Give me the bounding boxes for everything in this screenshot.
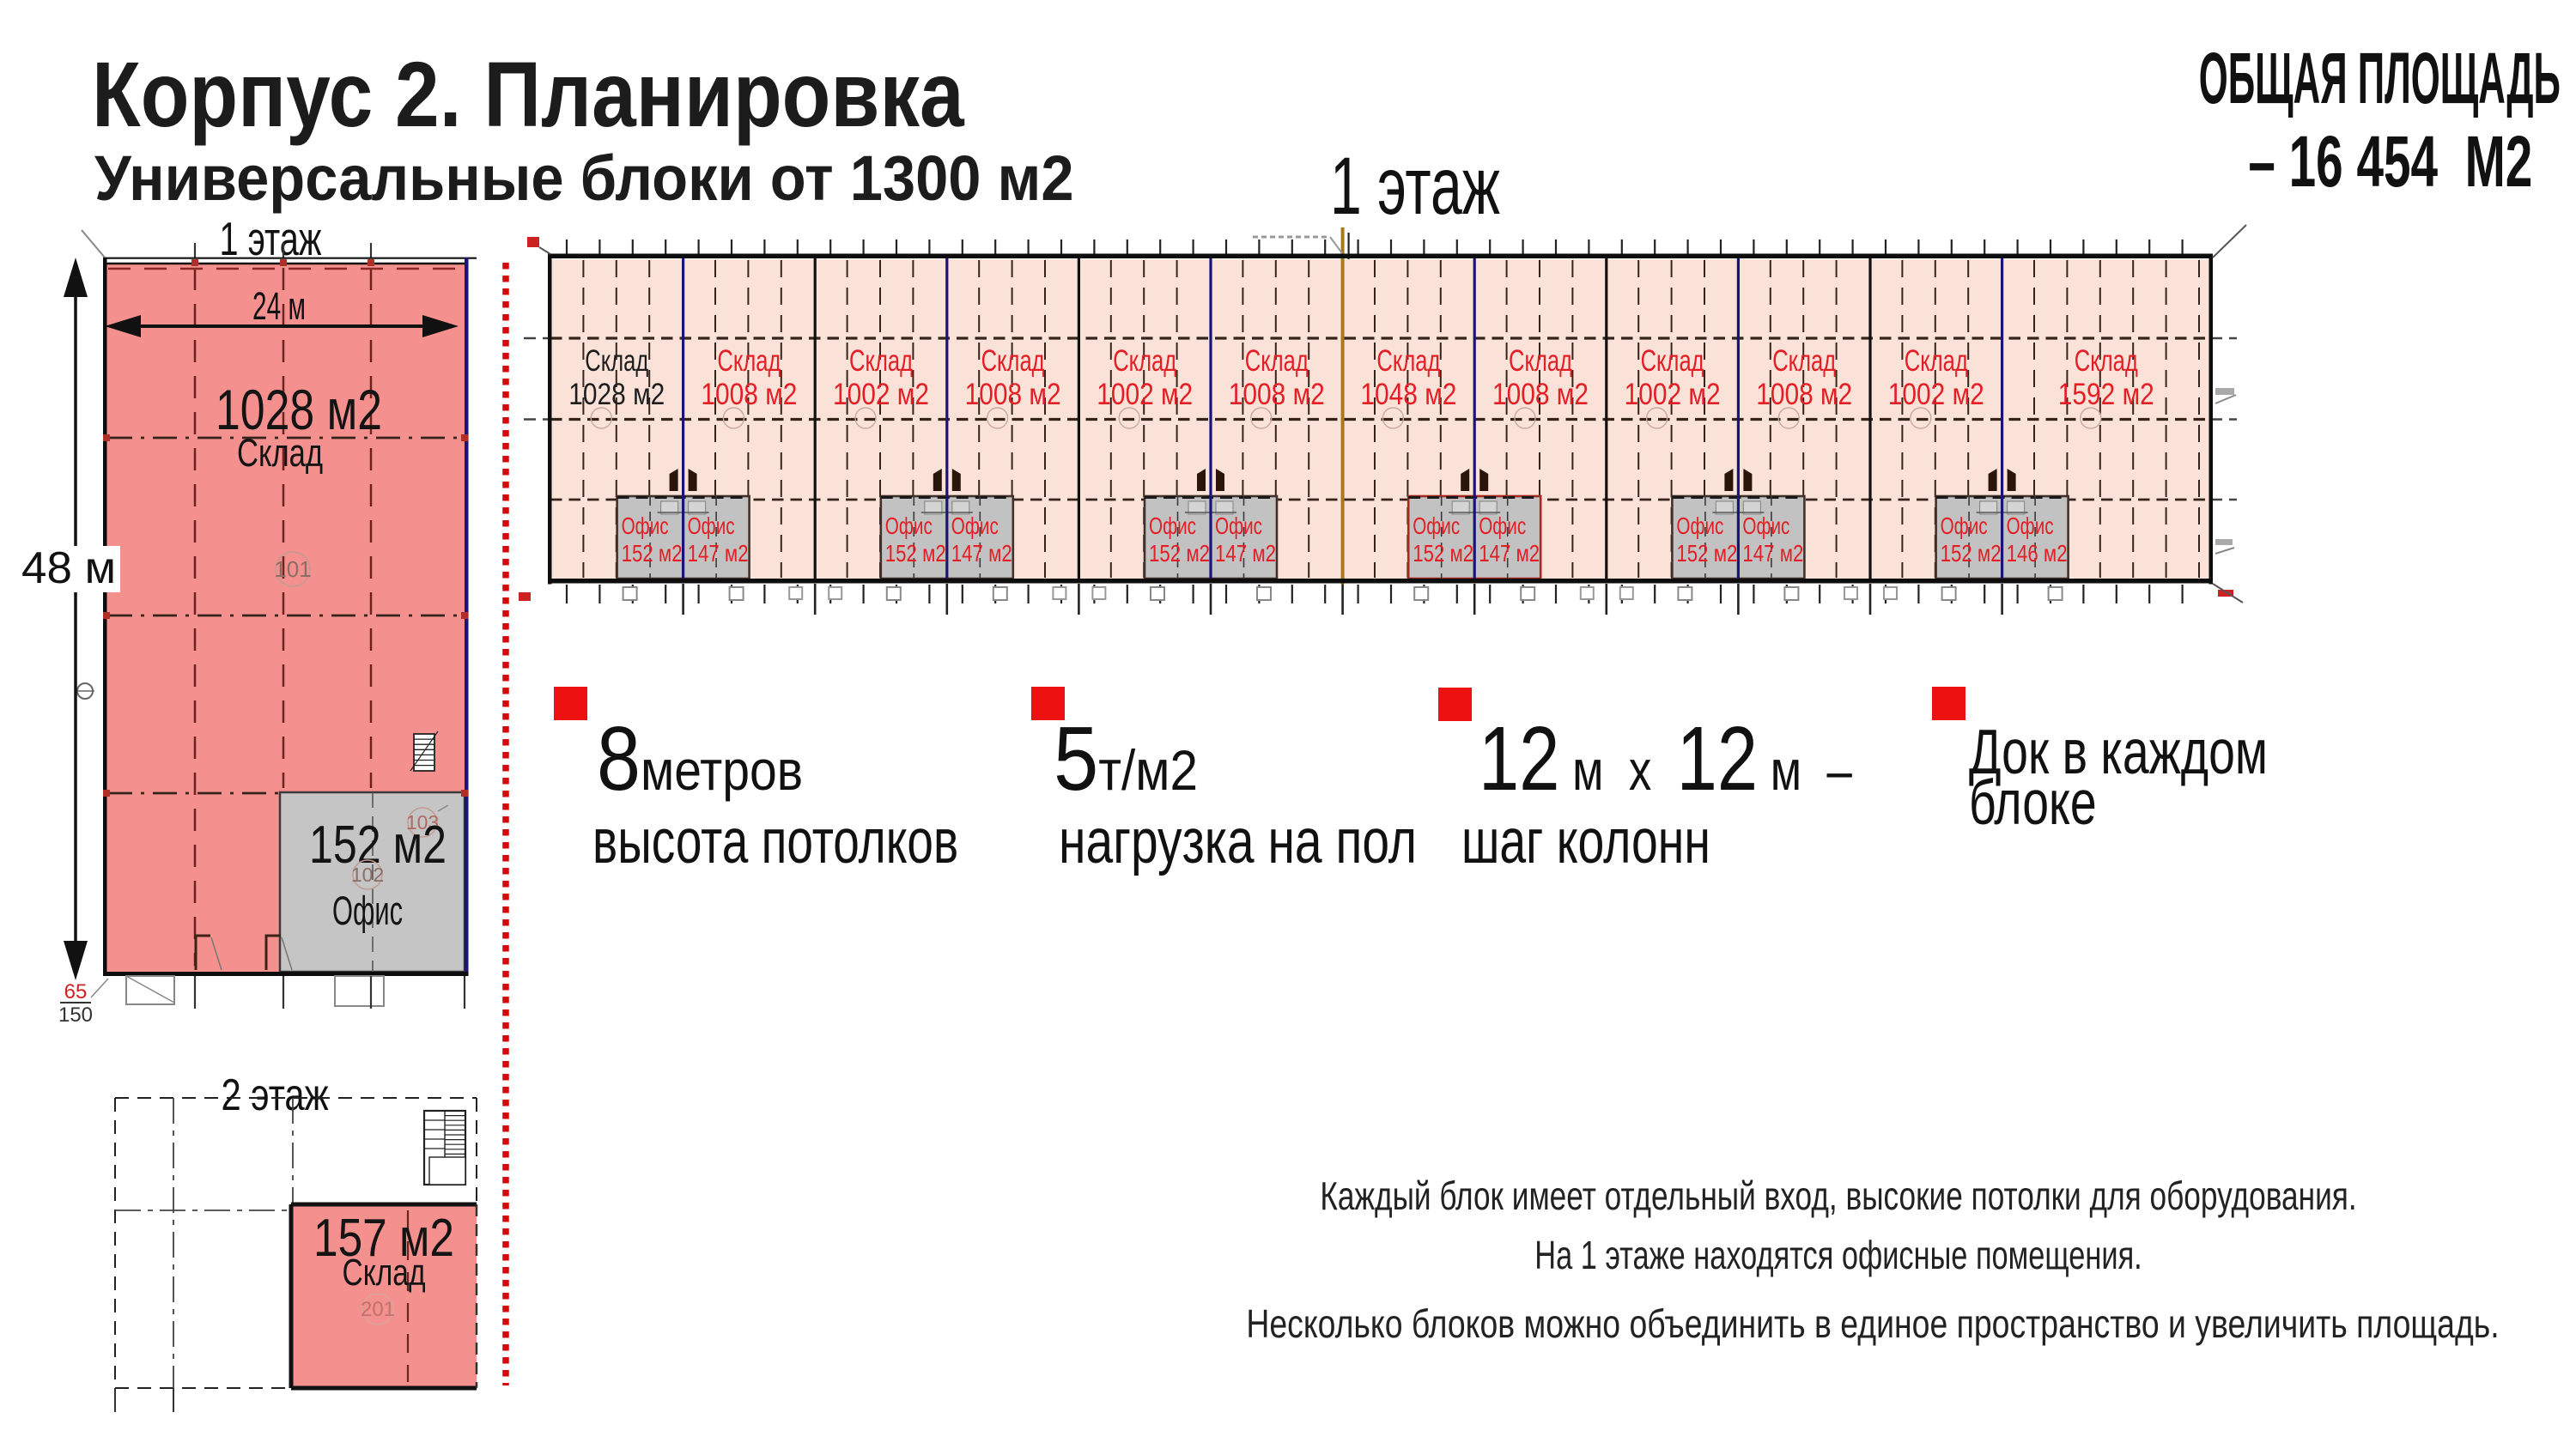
svg-text:1028 м2: 1028 м2: [216, 378, 382, 441]
svg-text:65: 65: [64, 980, 88, 1003]
svg-text:Офис: Офис: [951, 512, 999, 539]
svg-text:Офис: Офис: [688, 512, 735, 539]
svg-text:Склад: Склад: [849, 344, 913, 378]
svg-text:146 м2: 146 м2: [2007, 540, 2068, 567]
svg-text:Склад: Склад: [717, 344, 781, 378]
svg-text:Офис: Офис: [1479, 512, 1526, 539]
svg-text:1048 м2: 1048 м2: [1360, 378, 1456, 411]
svg-text:1008 м2: 1008 м2: [1492, 378, 1589, 411]
svg-text:Склад: Склад: [1376, 344, 1440, 378]
svg-text:103: 103: [406, 811, 439, 834]
svg-text:1008 м2: 1008 м2: [965, 378, 1061, 411]
svg-text:Склад: Склад: [585, 344, 648, 378]
svg-text:152 м2: 152 м2: [622, 540, 683, 567]
svg-text:Офис: Офис: [622, 512, 669, 539]
svg-text:201: 201: [361, 1298, 395, 1321]
svg-text:Склад: Склад: [2075, 344, 2138, 378]
svg-text:147 м2: 147 м2: [1479, 540, 1540, 567]
svg-text:Склад: Склад: [237, 431, 323, 475]
svg-text:Офис: Офис: [1149, 512, 1196, 539]
svg-text:Офис: Офис: [1413, 512, 1460, 539]
svg-text:1002 м2: 1002 м2: [833, 378, 929, 411]
svg-text:1002 м2: 1002 м2: [1097, 378, 1193, 411]
svg-text:101: 101: [274, 556, 311, 582]
svg-text:Склад: Склад: [1113, 344, 1176, 378]
svg-text:Склад: Склад: [1905, 344, 1968, 378]
svg-text:147 м2: 147 м2: [688, 540, 749, 567]
svg-text:24 м: 24 м: [252, 284, 306, 328]
svg-text:Склад: Склад: [1641, 344, 1704, 378]
svg-text:Склад: Склад: [981, 344, 1045, 378]
svg-text:Офис: Офис: [885, 512, 933, 539]
svg-text:147 м2: 147 м2: [951, 540, 1012, 567]
svg-text:1002 м2: 1002 м2: [1625, 378, 1721, 411]
svg-text:152 м2: 152 м2: [1413, 540, 1473, 567]
svg-text:Склад: Склад: [1245, 344, 1309, 378]
svg-text:102: 102: [351, 864, 384, 886]
svg-text:152 м2: 152 м2: [885, 540, 946, 567]
svg-text:Офис: Офис: [2007, 512, 2054, 539]
svg-text:1008 м2: 1008 м2: [1229, 378, 1325, 411]
svg-text:Офис: Офис: [332, 888, 403, 933]
svg-text:Офис: Офис: [1941, 512, 1988, 539]
svg-text:1592 м2: 1592 м2: [2058, 378, 2154, 411]
svg-text:1028 м2: 1028 м2: [568, 378, 665, 411]
svg-text:150: 150: [58, 1003, 93, 1027]
svg-text:157 м2: 157 м2: [313, 1209, 454, 1268]
svg-text:48 м: 48 м: [21, 543, 116, 593]
svg-text:152 м2: 152 м2: [1676, 540, 1737, 567]
svg-text:Офис: Офис: [1742, 512, 1789, 539]
svg-text:147 м2: 147 м2: [1742, 540, 1803, 567]
svg-text:Склад: Склад: [343, 1252, 426, 1294]
svg-text:Склад: Склад: [1772, 344, 1836, 378]
svg-text:Офис: Офис: [1676, 512, 1723, 539]
svg-text:152 м2: 152 м2: [1149, 540, 1210, 567]
svg-text:1002 м2: 1002 м2: [1888, 378, 1984, 411]
svg-text:Склад: Склад: [1509, 344, 1572, 378]
svg-text:1008 м2: 1008 м2: [1756, 378, 1852, 411]
svg-text:1008 м2: 1008 м2: [701, 378, 797, 411]
svg-text:147 м2: 147 м2: [1215, 540, 1276, 567]
svg-text:Офис: Офис: [1215, 512, 1262, 539]
svg-text:152 м2: 152 м2: [1941, 540, 2002, 567]
